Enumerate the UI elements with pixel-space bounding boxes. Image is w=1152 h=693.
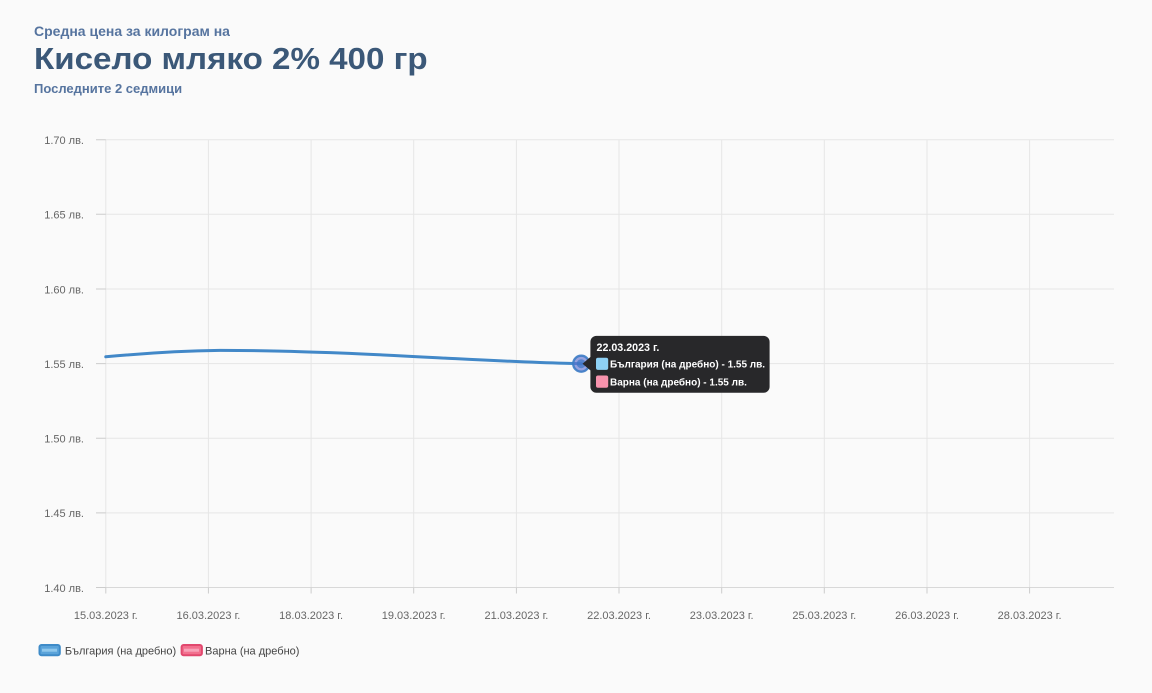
svg-text:1.55 лв.: 1.55 лв. bbox=[44, 359, 84, 371]
svg-text:1.50 лв.: 1.50 лв. bbox=[44, 434, 84, 446]
svg-text:22.03.2023 г.: 22.03.2023 г. bbox=[597, 342, 660, 354]
svg-text:22.03.2023 г.: 22.03.2023 г. bbox=[587, 610, 651, 622]
svg-text:19.03.2023 г.: 19.03.2023 г. bbox=[382, 610, 446, 622]
svg-text:България (на дребно): България (на дребно) bbox=[65, 646, 176, 658]
svg-text:1.40 лв.: 1.40 лв. bbox=[44, 583, 84, 595]
svg-text:25.03.2023 г.: 25.03.2023 г. bbox=[792, 610, 856, 622]
svg-text:23.03.2023 г.: 23.03.2023 г. bbox=[690, 610, 754, 622]
svg-text:28.03.2023 г.: 28.03.2023 г. bbox=[998, 610, 1062, 622]
svg-text:Варна (на дребно): Варна (на дребно) bbox=[205, 646, 299, 658]
svg-text:15.03.2023 г.: 15.03.2023 г. bbox=[74, 610, 138, 622]
svg-text:16.03.2023 г.: 16.03.2023 г. bbox=[176, 610, 240, 622]
svg-text:1.60 лв.: 1.60 лв. bbox=[44, 284, 84, 296]
svg-text:1.70 лв.: 1.70 лв. bbox=[44, 135, 84, 147]
svg-text:21.03.2023 г.: 21.03.2023 г. bbox=[484, 610, 548, 622]
svg-text:1.45 лв.: 1.45 лв. bbox=[44, 508, 84, 520]
svg-text:26.03.2023 г.: 26.03.2023 г. bbox=[895, 610, 959, 622]
svg-text:Варна (на дребно) - 1.55 лв.: Варна (на дребно) - 1.55 лв. bbox=[610, 376, 747, 388]
svg-text:18.03.2023 г.: 18.03.2023 г. bbox=[279, 610, 343, 622]
svg-text:1.65 лв.: 1.65 лв. bbox=[44, 210, 84, 222]
svg-text:България (на дребно) - 1.55 лв: България (на дребно) - 1.55 лв. bbox=[610, 359, 765, 371]
